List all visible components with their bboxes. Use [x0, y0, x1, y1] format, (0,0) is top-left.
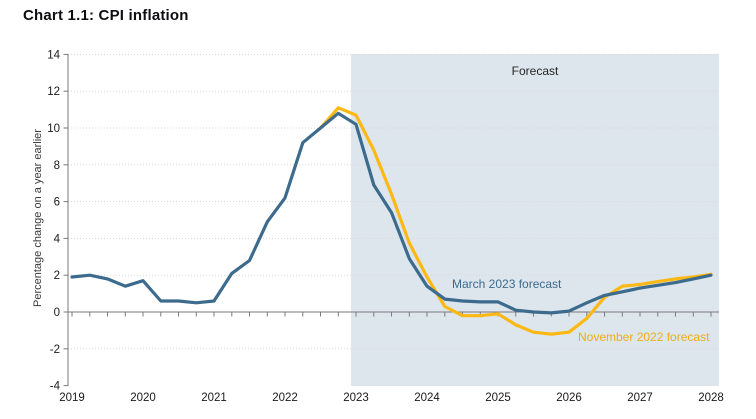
y-tick-label: 8 [54, 160, 60, 172]
x-tick-label: 2019 [59, 392, 85, 404]
series-label-november-2022-forecast: November 2022 forecast [578, 330, 710, 344]
x-tick-label: 2028 [698, 392, 724, 404]
y-tick-label: -4 [50, 381, 61, 393]
series-line-november-2022-forecast [318, 106, 713, 336]
series-line-march-2023-forecast [70, 111, 713, 315]
x-tick-label: 2026 [556, 392, 582, 404]
page-title: Chart 1.1: CPI inflation [23, 7, 189, 24]
y-tick-label: 4 [54, 233, 61, 245]
x-tick-label: 2023 [343, 392, 369, 404]
x-tick-label: 2021 [201, 392, 227, 404]
y-tick-label: 2 [54, 270, 60, 282]
x-tick-label: 2027 [627, 392, 653, 404]
y-tick-label: 0 [54, 307, 60, 319]
y-tick-label: -2 [50, 344, 60, 356]
forecast-region-label: Forecast [511, 64, 559, 78]
x-tick-label: 2022 [272, 392, 298, 404]
y-tick-label: 12 [47, 86, 60, 98]
forecast-region [351, 54, 719, 386]
y-tick-label: 6 [54, 197, 60, 209]
y-tick-label: 10 [47, 123, 60, 135]
x-tick-label: 2024 [414, 392, 440, 404]
y-tick-label: 14 [47, 49, 60, 61]
y-axis-title: Percentage change on a year earlier [32, 129, 44, 307]
x-tick-label: 2025 [485, 392, 511, 404]
series-label-march-2023-forecast: March 2023 forecast [452, 277, 562, 291]
x-tick-label: 2020 [130, 392, 156, 404]
